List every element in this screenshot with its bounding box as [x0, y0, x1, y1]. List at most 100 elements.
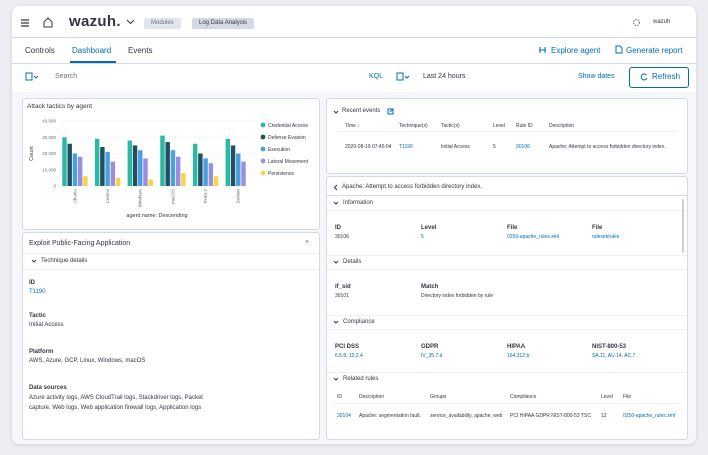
- date-range[interactable]: Last 24 hours: [423, 73, 466, 80]
- bar: [181, 173, 186, 186]
- collapse-icon[interactable]: [31, 258, 37, 264]
- field-link[interactable]: ruleset/rules: [592, 234, 620, 240]
- tab[interactable]: Events: [128, 46, 153, 55]
- open-icon[interactable]: [387, 108, 394, 115]
- field-label: ID: [335, 225, 341, 231]
- tab[interactable]: Controls: [25, 46, 55, 55]
- back-icon[interactable]: [333, 184, 339, 191]
- bar: [192, 143, 198, 186]
- field-label: HIPAA: [507, 344, 526, 350]
- column-header: Tactic(s): [441, 123, 460, 129]
- column-header: Description: [549, 123, 575, 129]
- refresh-button[interactable]: Refresh: [629, 67, 689, 88]
- divider: [327, 329, 687, 330]
- field-link[interactable]: 6.5.8, 10.2.4: [335, 353, 363, 359]
- x-tick-label: Debian: [236, 189, 241, 204]
- filter-icon[interactable]: [25, 72, 39, 81]
- bar: [115, 177, 121, 186]
- section-title: Information: [343, 200, 374, 206]
- settings-icon[interactable]: [632, 18, 641, 27]
- cell-link[interactable]: 0250-apache_rules.xml: [623, 413, 675, 419]
- menu-icon[interactable]: [20, 18, 30, 28]
- bar: [138, 150, 143, 186]
- cell-link[interactable]: 30104: [337, 413, 351, 419]
- bar: [213, 176, 219, 186]
- field-label: Match: [421, 284, 439, 290]
- bar: [143, 158, 148, 186]
- cell: Initial Access: [441, 144, 470, 150]
- collapse-icon[interactable]: [333, 319, 339, 325]
- field-value: AWS, Azure, GCP, Linux, Windows, macOS: [29, 358, 146, 364]
- column-header: Level: [601, 394, 613, 400]
- brand[interactable]: wazuh.: [69, 13, 121, 30]
- cell: PCI HIPAA GDPR NIST-800-53 TSC: [510, 413, 591, 419]
- bar: [160, 135, 165, 186]
- field-value: 30106: [335, 234, 349, 240]
- y-tick-label: 10,000: [42, 167, 56, 172]
- breadcrumb[interactable]: Log Data Analysis: [192, 18, 255, 29]
- technique-link[interactable]: T1190: [29, 289, 46, 295]
- field-label: Data sources: [29, 385, 67, 391]
- cell-link[interactable]: 30106: [516, 144, 530, 150]
- divider: [327, 269, 687, 270]
- breadcrumb[interactable]: Modules: [144, 18, 181, 29]
- action-button[interactable]: Explore agent: [551, 46, 601, 55]
- divider: [12, 63, 696, 64]
- chart-panel: Attack tactics by agent 0 10,000 20,000 30,…: [22, 98, 320, 230]
- field-link[interactable]: 0250-apache_rules.xml: [507, 234, 559, 240]
- bar: [77, 156, 83, 186]
- cell: Apache: Attempt to access forbidden dire…: [549, 144, 666, 150]
- column-header: Groups: [430, 394, 447, 400]
- field-value: Directory index forbidden by rule: [421, 293, 493, 299]
- close-icon[interactable]: ×: [305, 239, 310, 246]
- refresh-label: Refresh: [652, 72, 681, 81]
- bar: [241, 161, 246, 186]
- divider: [337, 131, 677, 132]
- bar: [105, 151, 110, 186]
- section-title: Details: [343, 259, 362, 265]
- show-dates[interactable]: Show dates: [578, 73, 615, 80]
- calendar-icon[interactable]: [396, 72, 410, 81]
- user-menu[interactable]: wazuh: [653, 19, 670, 25]
- search-input[interactable]: Search: [55, 73, 78, 80]
- field-link[interactable]: IV_35.7.d: [421, 353, 443, 359]
- bar: [83, 176, 88, 186]
- query-language[interactable]: KQL: [369, 73, 384, 80]
- field-label: Platform: [29, 349, 54, 355]
- collapse-icon[interactable]: [333, 200, 339, 206]
- field-value: Azure activity logs, AWS CloudTrail logs…: [29, 395, 203, 411]
- field-link[interactable]: 5: [421, 234, 424, 240]
- cell: 5: [493, 144, 496, 150]
- field-label: Tactic: [29, 313, 46, 319]
- section-title[interactable]: Technique details: [41, 258, 88, 264]
- field-value: Initial Access: [29, 322, 64, 328]
- collapse-icon[interactable]: [333, 109, 339, 115]
- legend-label: Lateral Movement: [268, 159, 309, 165]
- scrollbar[interactable]: [682, 199, 684, 253]
- field-value: 30101: [335, 293, 349, 299]
- cell-link[interactable]: T1190: [399, 144, 413, 150]
- chevron-icon[interactable]: [126, 19, 135, 25]
- action-button[interactable]: Generate report: [626, 46, 683, 55]
- rule-title: Apache: Attempt to access forbidden dire…: [342, 184, 483, 190]
- field-link[interactable]: SA.11, AU.14, AC.7: [592, 353, 636, 359]
- bar: [148, 179, 153, 186]
- refresh-icon: [640, 73, 648, 81]
- tab[interactable]: Dashboard: [72, 46, 112, 55]
- column-header[interactable]: Time ↓: [345, 123, 360, 129]
- cell: 12: [601, 413, 607, 419]
- field-link[interactable]: 164.312.b: [507, 353, 530, 359]
- collapse-icon[interactable]: [333, 259, 339, 265]
- collapse-icon[interactable]: [333, 376, 339, 382]
- home-icon[interactable]: [42, 16, 54, 28]
- user-name: wazuh: [653, 19, 671, 25]
- section-title: Related rules: [343, 376, 379, 382]
- recent-events-panel: Recent events Time ↓ Technique(s) Tactic…: [326, 98, 688, 174]
- legend-swatch: [260, 146, 266, 152]
- bar: [127, 140, 133, 186]
- divider: [327, 315, 687, 316]
- cell: 2020-08-19 07:45:04: [345, 144, 392, 150]
- y-axis-label: Count: [29, 146, 35, 161]
- bar: [225, 138, 231, 186]
